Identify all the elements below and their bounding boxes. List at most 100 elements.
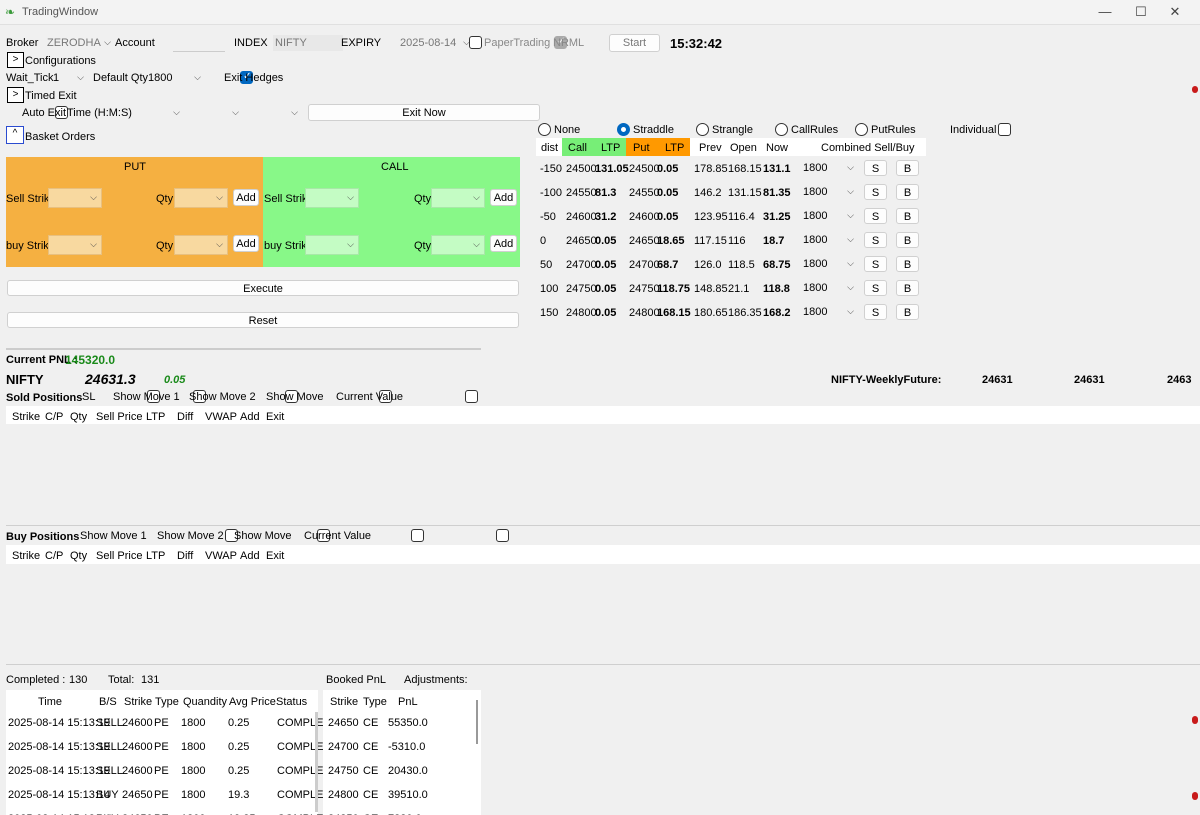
configurations-expand-button[interactable]: > — [7, 52, 24, 68]
chain-qty-select[interactable]: 1800 ⌵ — [800, 159, 858, 176]
orders-cell: PE — [154, 741, 169, 753]
execute-button[interactable]: Execute — [7, 280, 519, 296]
buy-button[interactable]: B — [896, 160, 919, 176]
booked-cell: 24700 — [328, 741, 359, 753]
sold-table-body[interactable] — [6, 424, 1200, 522]
mode-radio-putrules[interactable] — [855, 123, 868, 136]
chain-open: 131.15 — [728, 187, 762, 199]
buy-button[interactable]: B — [896, 280, 919, 296]
sold-table-header: Strike C/P Qty Sell Price LTP Diff VWAP Add Exit — [6, 406, 1200, 424]
chain-qty-select[interactable]: 1800 ⌵ — [800, 207, 858, 224]
buy-table-body[interactable] — [6, 564, 1200, 662]
buy-button[interactable]: B — [896, 208, 919, 224]
buy-button[interactable]: B — [896, 184, 919, 200]
individual-checkbox[interactable] — [998, 123, 1012, 136]
exit-hedges-checkbox[interactable] — [240, 71, 254, 84]
chain-qty-select[interactable]: 1800 ⌵ — [800, 183, 858, 200]
expiry-select[interactable]: 2025-08-14 ⌵ — [400, 37, 470, 49]
second-select[interactable]: ⌵ — [246, 104, 302, 121]
buy-show-move2-checkbox[interactable] — [316, 529, 330, 542]
minute-select[interactable]: ⌵ — [187, 104, 243, 121]
sell-button[interactable]: S — [864, 256, 887, 272]
sell-button[interactable]: S — [864, 280, 887, 296]
maximize-button[interactable]: ☐ — [1135, 4, 1147, 19]
account-label: Account — [115, 37, 155, 49]
chain-qty-select[interactable]: 1800 ⌵ — [800, 255, 858, 272]
put-buy-qty-select[interactable]: ⌵ — [174, 235, 228, 255]
sold-show-move2-checkbox[interactable] — [285, 390, 299, 403]
paper-trading-checkbox[interactable] — [469, 36, 482, 49]
call-buy-add-button[interactable]: Add — [490, 235, 517, 252]
sell-button[interactable]: S — [864, 232, 887, 248]
reset-button[interactable]: Reset — [7, 312, 519, 328]
bought-col-strike: Strike — [12, 550, 41, 562]
sold-current-value-checkbox[interactable] — [464, 390, 478, 403]
buy-button[interactable]: B — [896, 256, 919, 272]
nrml-checkbox[interactable] — [554, 36, 568, 49]
chain-now: 168.2 — [763, 307, 791, 319]
chevron-down-icon: ⌵ — [173, 107, 180, 117]
chain-qty-value: 1800 — [803, 282, 828, 294]
basket-orders-collapse-button[interactable]: ^ — [6, 126, 24, 144]
sl-checkbox[interactable] — [147, 390, 161, 403]
account-input[interactable] — [173, 34, 225, 52]
call-sell-add-button[interactable]: Add — [490, 189, 517, 206]
sell-button[interactable]: S — [864, 304, 887, 320]
sold-show-move-checkbox[interactable] — [378, 390, 392, 403]
minimize-button[interactable]: — — [1098, 4, 1112, 19]
call-sell-qty-select[interactable]: ⌵ — [431, 188, 485, 208]
buy-current-value-checkbox[interactable] — [495, 529, 509, 542]
index-select[interactable]: NIFTY — [273, 35, 343, 51]
sell-button[interactable]: S — [864, 208, 887, 224]
timed-exit-expand-button[interactable]: > — [7, 87, 24, 103]
buy-button[interactable]: B — [896, 304, 919, 320]
bought-col-ltp: LTP — [146, 550, 166, 562]
booked-pnl-table[interactable]: Strike Type PnL 24650 CE 55350.0 24700 CE -5310.… — [323, 690, 481, 815]
put-buy-strike-select[interactable]: ⌵ — [48, 235, 102, 255]
chain-put-strike: 24750 — [629, 283, 660, 295]
sell-button[interactable]: S — [864, 160, 887, 176]
put-sell-strike-select[interactable]: ⌵ — [48, 188, 102, 208]
put-buy-strike-label: buy Strike — [6, 240, 55, 252]
sold-col-sell-price: Sell Price — [96, 411, 143, 423]
mode-radio-straddle[interactable] — [617, 123, 630, 136]
chain-qty-select[interactable]: 1800 ⌵ — [800, 231, 858, 248]
put-sell-qty-select[interactable]: ⌵ — [174, 188, 228, 208]
put-sell-add-button[interactable]: Add — [233, 189, 259, 206]
call-buy-strike-select[interactable]: ⌵ — [305, 235, 359, 255]
default-qty-select[interactable]: 1800 ⌵ — [148, 72, 201, 84]
sell-button[interactable]: S — [864, 184, 887, 200]
call-sell-strike-label: Sell Strike — [264, 193, 314, 205]
mode-radio-none[interactable] — [538, 123, 551, 136]
orders-table[interactable]: Time B/S Strike Type Quandity Avg Price Status… — [6, 690, 323, 815]
orders-cell: 2025-08-14 15:13:19 — [8, 741, 111, 753]
hour-select[interactable]: ⌵ — [128, 104, 184, 121]
chevron-down-icon: ⌵ — [847, 186, 854, 196]
start-button[interactable]: Start — [609, 34, 660, 52]
mode-radio-callrules[interactable] — [775, 123, 788, 136]
mode-radio-strangle[interactable] — [696, 123, 709, 136]
chevron-down-icon: ⌵ — [847, 162, 854, 172]
auto-exit-checkbox[interactable] — [55, 106, 69, 119]
put-buy-add-button[interactable]: Add — [233, 235, 259, 252]
orders-cell: PE — [154, 765, 169, 777]
wait-tick-select[interactable]: 1 ⌵ — [53, 72, 84, 84]
call-buy-qty-select[interactable]: ⌵ — [431, 235, 485, 255]
sold-col-diff: Diff — [177, 411, 194, 423]
buy-current-value-label: Current Value — [304, 530, 372, 542]
close-button[interactable]: ✕ — [1169, 4, 1181, 19]
exit-now-button[interactable]: Exit Now — [308, 104, 540, 121]
orders-cell: COMPLE — [277, 741, 324, 753]
chevron-down-icon: ⌵ — [90, 239, 97, 249]
sold-show-move1-checkbox[interactable] — [193, 390, 207, 403]
call-sell-strike-select[interactable]: ⌵ — [305, 188, 359, 208]
booked-scrollbar[interactable] — [476, 700, 478, 744]
chain-qty-select[interactable]: 1800 ⌵ — [800, 279, 858, 296]
bought-col-exit: Exit — [266, 550, 285, 562]
buy-button[interactable]: B — [896, 232, 919, 248]
buy-show-move-checkbox[interactable] — [410, 529, 424, 542]
broker-select[interactable]: ZERODHA ⌵ — [47, 37, 111, 49]
buy-show-move1-checkbox[interactable] — [224, 529, 238, 542]
orders-scrollbar[interactable] — [315, 712, 318, 812]
chain-qty-select[interactable]: 1800 ⌵ — [800, 303, 858, 320]
